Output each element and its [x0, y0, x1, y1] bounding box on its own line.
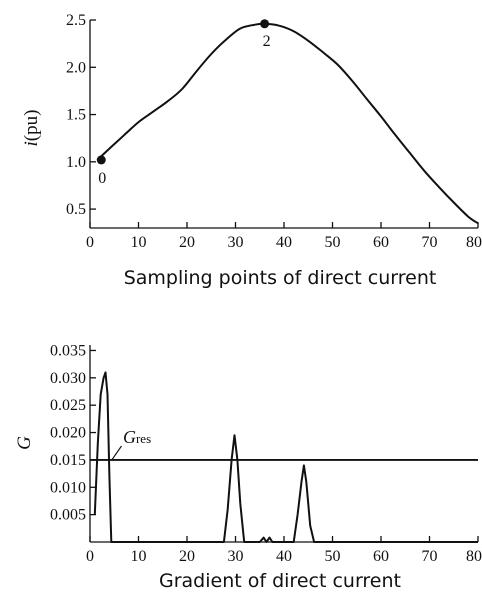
marker-point-2 — [260, 19, 270, 29]
y-tick-label: 2.5 — [66, 12, 86, 29]
y-axis-label-gradient: G — [14, 436, 35, 450]
threshold-label-main: G — [123, 427, 136, 447]
x-axis-label-current: Sampling points of direct current — [124, 267, 437, 289]
y-tick-label: 0.025 — [50, 397, 86, 414]
y-axis-label-current: i(pu) — [21, 110, 42, 147]
x-tick-label: 60 — [373, 234, 389, 251]
y-tick-label: 0.035 — [50, 342, 86, 359]
x-tick-label: 20 — [179, 548, 195, 565]
threshold-label-sub: res — [136, 431, 151, 446]
threshold-label: Gres — [123, 427, 151, 447]
y-axis-label-italic: i — [21, 141, 42, 146]
x-tick-label: 50 — [325, 548, 341, 565]
chart-gradient: 0.005 0.010 0.015 0.020 0.025 0.030 0.035 0 10 2… — [14, 342, 482, 592]
y-tick-label: 1.5 — [66, 107, 86, 124]
y-tick-label: 0.020 — [50, 425, 86, 442]
x-tick-label: 0 — [86, 548, 94, 565]
y-ticks-gradient: 0.005 0.010 0.015 0.020 0.025 0.030 0.035 — [50, 342, 96, 524]
x-tick-label: 80 — [466, 548, 482, 565]
x-tick-label: 70 — [422, 548, 438, 565]
y-tick-label: 0.010 — [50, 479, 86, 496]
x-tick-label: 60 — [373, 548, 389, 565]
x-ticks-current: 0 10 20 30 40 50 60 70 80 — [86, 222, 482, 251]
y-tick-label: 0.015 — [50, 452, 86, 469]
marker-label-0: 0 — [98, 170, 106, 187]
x-tick-label: 40 — [276, 548, 292, 565]
x-tick-label: 10 — [131, 234, 147, 251]
gradient-curve — [93, 371, 478, 543]
x-tick-label: 80 — [466, 234, 482, 251]
plot-frame-current — [89, 20, 478, 229]
x-axis-label-gradient: Gradient of direct current — [159, 570, 401, 592]
marker-label-2: 2 — [263, 33, 271, 50]
marker-point-0 — [96, 155, 106, 165]
x-tick-label: 40 — [276, 234, 292, 251]
x-tick-label: 30 — [228, 234, 244, 251]
y-tick-label: 0.005 — [50, 507, 86, 524]
x-tick-label: 30 — [228, 548, 244, 565]
y-tick-label: 2.0 — [66, 59, 86, 76]
y-tick-label: 0.030 — [50, 370, 86, 387]
y-tick-label: 0.5 — [66, 201, 86, 218]
chart-current: 0.5 1.0 1.5 2.0 2.5 0 10 20 30 40 50 60 70 80 0 2 i(… — [21, 12, 482, 289]
x-ticks-gradient: 0 10 20 30 40 50 60 70 80 — [86, 536, 482, 565]
y-tick-label: 1.0 — [66, 154, 86, 171]
y-ticks-current: 0.5 1.0 1.5 2.0 2.5 — [66, 12, 96, 218]
x-tick-label: 10 — [131, 548, 147, 565]
threshold-leader-line — [111, 445, 123, 461]
x-tick-label: 50 — [325, 234, 341, 251]
x-tick-label: 20 — [179, 234, 195, 251]
x-tick-label: 0 — [86, 234, 94, 251]
y-axis-label-rest: (pu) — [21, 110, 42, 142]
x-tick-label: 70 — [422, 234, 438, 251]
current-curve — [96, 22, 479, 225]
